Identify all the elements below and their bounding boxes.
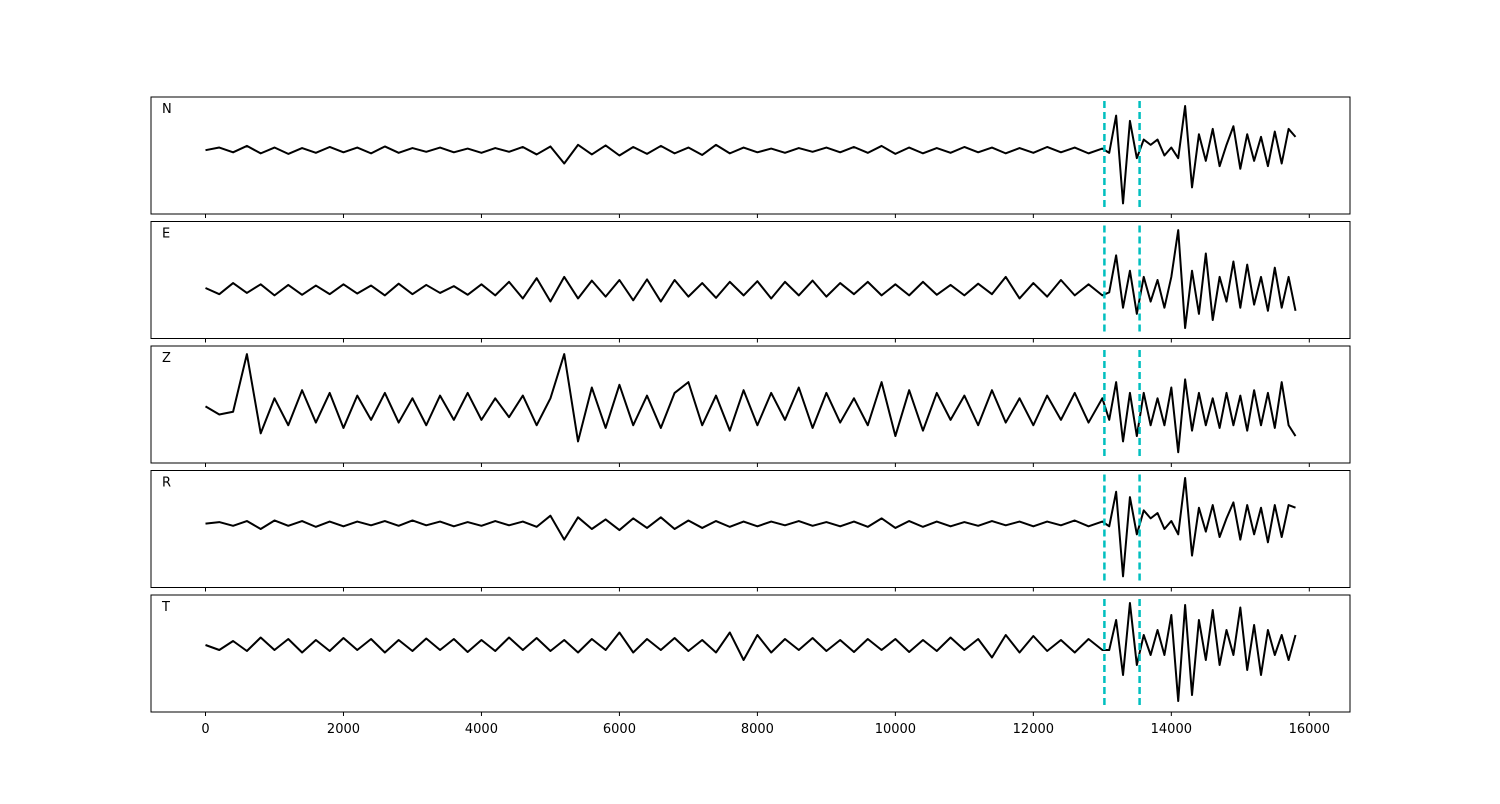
- panel-frame: [150, 594, 1351, 713]
- x-tick-label: 8000: [741, 722, 774, 737]
- panel-frame: [150, 221, 1351, 339]
- trace: [204, 353, 1297, 454]
- x-tick-label: 12000: [1013, 722, 1054, 737]
- x-tick-label: 10000: [875, 722, 916, 737]
- panel-frame: [150, 470, 1351, 588]
- panel-frame: [150, 96, 1351, 215]
- x-tick-label: 14000: [1151, 722, 1192, 737]
- panel-frame: [150, 345, 1351, 464]
- x-tick-label: 2000: [327, 722, 360, 737]
- x-tick-label: 0: [201, 722, 209, 737]
- trace: [205, 602, 1297, 702]
- trace: [205, 476, 1296, 578]
- x-tick-label: 4000: [465, 722, 498, 737]
- panel-label: R: [162, 476, 171, 491]
- x-tick-label: 16000: [1289, 722, 1330, 737]
- panel-label: T: [161, 600, 170, 615]
- x-tick-label: 6000: [603, 722, 636, 737]
- trace: [205, 105, 1297, 205]
- trace: [205, 229, 1297, 330]
- panel-label: N: [162, 102, 172, 117]
- panel-label: E: [162, 227, 170, 242]
- panel-label: Z: [162, 351, 171, 366]
